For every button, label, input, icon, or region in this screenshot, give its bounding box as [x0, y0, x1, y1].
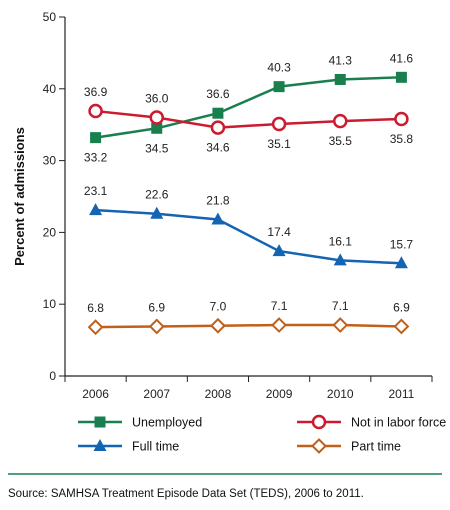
series-fulltime: 23.1 22.6 21.8 17.4 16.1 15.7: [84, 184, 414, 269]
y-tick-label: 0: [49, 369, 56, 383]
data-point-square: [90, 132, 102, 144]
data-point-circle: [394, 111, 409, 127]
data-label: 35.1: [267, 137, 291, 151]
x-tick-label: 2006: [82, 387, 109, 401]
series-line-parttime: [95, 323, 402, 329]
legend-label: Not in labor force: [351, 416, 446, 430]
data-point-diamond: [87, 319, 104, 336]
legend-label: Part time: [351, 440, 401, 454]
series-line-nilf: [95, 109, 402, 129]
data-point-square: [273, 81, 285, 93]
legend-item-unemployed: Unemployed: [78, 416, 202, 430]
x-tick-label: 2011: [389, 387, 415, 401]
series-line-fulltime: [95, 208, 402, 265]
x-tick-label: 2009: [266, 387, 293, 401]
chart-series: 33.2 34.5 36.6 40.3 41.3 41.6 36.9 36.0 34.6 35.1…: [84, 51, 414, 336]
data-label: 15.7: [390, 237, 414, 251]
x-axis-ticks: 2006 2007 2008 2009 2010 2011: [64, 376, 433, 401]
data-point-triangle: [272, 244, 286, 257]
legend-item-nilf: Not in labor force: [297, 414, 446, 430]
data-label: 41.3: [329, 53, 353, 67]
data-label: 34.6: [206, 141, 230, 155]
data-point-square: [395, 71, 407, 83]
y-tick-label: 40: [43, 82, 57, 96]
y-axis-label: Percent of admissions: [12, 127, 27, 266]
chart-legend: Unemployed Not in labor force Full time Par…: [78, 414, 446, 454]
data-point-circle: [88, 103, 103, 119]
y-axis-ticks: 0 10 20 30 40 50: [43, 10, 65, 383]
data-label: 40.3: [267, 61, 291, 75]
data-label: 36.0: [145, 92, 169, 106]
data-point-triangle: [150, 206, 164, 219]
data-point-diamond: [210, 317, 226, 334]
data-label: 6.8: [87, 301, 104, 315]
legend-label: Unemployed: [132, 416, 202, 430]
series-nilf: 36.9 36.0 34.6 35.1 35.5 35.8: [84, 85, 414, 155]
data-point-diamond: [332, 317, 349, 333]
data-point-diamond: [393, 318, 410, 335]
x-tick-label: 2008: [205, 387, 232, 401]
data-label: 6.9: [148, 300, 165, 314]
y-tick-label: 50: [43, 10, 57, 24]
data-point-triangle: [394, 256, 408, 269]
series-unemployed: 33.2 34.5 36.6 40.3 41.3 41.6: [84, 51, 414, 164]
data-point-circle: [149, 110, 164, 125]
data-label: 33.2: [84, 151, 108, 165]
data-point-square: [212, 107, 224, 119]
data-label: 17.4: [267, 225, 291, 239]
data-point-diamond: [148, 318, 165, 335]
data-label: 7.0: [210, 300, 227, 314]
data-label: 6.9: [393, 300, 410, 314]
legend-item-parttime: Part time: [297, 438, 401, 454]
data-label: 35.8: [390, 132, 414, 146]
data-point-triangle: [333, 253, 347, 266]
data-point-square: [334, 73, 346, 85]
source-note: Source: SAMHSA Treatment Episode Data Se…: [8, 488, 364, 500]
data-label: 23.1: [84, 184, 108, 198]
data-point-circle: [210, 120, 226, 135]
data-point-diamond: [311, 438, 327, 454]
y-tick-label: 30: [43, 154, 57, 168]
series-parttime: 6.8 6.9 7.0 7.1 7.1 6.9: [87, 299, 410, 336]
data-point-triangle: [211, 212, 225, 225]
y-tick-label: 20: [43, 225, 57, 239]
data-label: 22.6: [145, 188, 169, 202]
data-label: 7.1: [271, 299, 288, 313]
data-label: 21.8: [206, 193, 230, 207]
data-point-triangle: [93, 439, 107, 451]
legend-label: Full time: [132, 440, 179, 454]
data-label: 16.1: [329, 234, 353, 248]
data-point-square: [94, 416, 106, 428]
data-label: 36.9: [84, 85, 108, 99]
data-point-circle: [271, 116, 287, 132]
data-point-diamond: [271, 317, 287, 333]
data-label: 36.6: [206, 87, 230, 101]
chart-axes: [64, 17, 432, 377]
data-point-square: [151, 122, 163, 134]
data-label: 41.6: [390, 51, 414, 65]
legend-item-fulltime: Full time: [78, 439, 179, 454]
series-line-unemployed: [95, 76, 402, 139]
data-point-circle: [333, 113, 348, 129]
x-tick-label: 2007: [143, 387, 170, 401]
data-point-triangle: [89, 203, 103, 216]
x-tick-label: 2010: [327, 387, 354, 401]
data-point-circle: [311, 414, 327, 430]
data-label: 35.5: [329, 134, 353, 148]
y-tick-label: 10: [43, 297, 57, 311]
data-label: 34.5: [145, 141, 169, 155]
data-label: 7.1: [332, 299, 349, 313]
